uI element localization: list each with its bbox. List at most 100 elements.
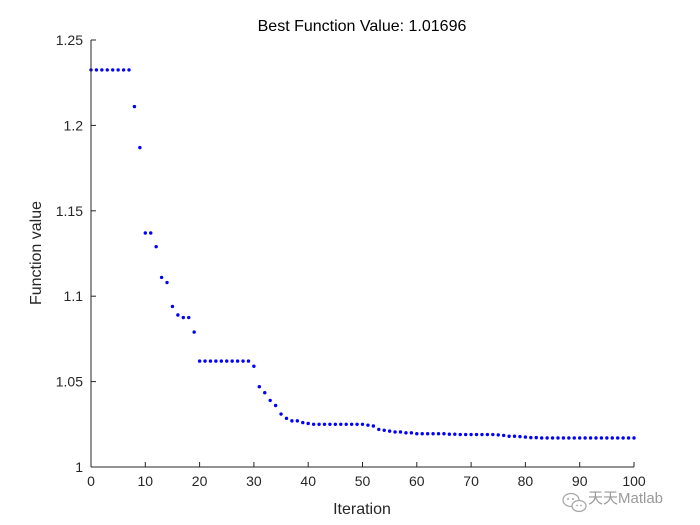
data-point — [393, 430, 397, 434]
data-point — [431, 431, 435, 436]
plot-area — [91, 40, 634, 467]
data-point — [605, 436, 609, 440]
x-tick-label: 0 — [87, 473, 95, 489]
y-tick-label: 1.1 — [64, 288, 84, 304]
data-point — [556, 436, 560, 440]
data-point — [290, 419, 294, 423]
data-point — [458, 432, 462, 437]
data-point — [415, 431, 419, 436]
data-point — [387, 429, 392, 433]
data-point — [349, 422, 354, 426]
data-point — [257, 385, 262, 389]
x-tick-label: 90 — [572, 473, 588, 489]
data-point — [121, 68, 126, 72]
chart-title: Best Function Value: 1.01696 — [258, 18, 467, 35]
data-point — [447, 432, 452, 436]
data-point — [420, 431, 424, 436]
data-point — [100, 68, 104, 72]
data-point — [453, 432, 457, 436]
data-point — [241, 359, 245, 363]
data-point — [534, 435, 538, 440]
data-point — [94, 68, 99, 72]
data-points — [89, 68, 636, 440]
data-point — [404, 431, 408, 435]
data-point — [170, 304, 175, 309]
data-point — [480, 432, 484, 437]
data-point — [512, 434, 517, 438]
data-point — [425, 431, 430, 436]
data-point — [561, 436, 566, 440]
x-axis-label: Iteration — [333, 501, 391, 518]
y-axis-label: Function value — [28, 201, 45, 305]
data-point — [295, 419, 300, 423]
data-point — [322, 422, 327, 426]
data-point — [159, 275, 164, 280]
data-point — [197, 359, 202, 363]
data-point — [273, 403, 278, 408]
wechat-logo-icon — [562, 492, 587, 513]
data-point — [306, 421, 310, 426]
x-tick-label: 100 — [622, 473, 646, 489]
data-point — [279, 412, 283, 416]
data-point — [632, 436, 636, 440]
data-point — [594, 436, 598, 440]
data-point — [235, 359, 240, 363]
data-point — [501, 433, 506, 438]
y-tick-label: 1.05 — [56, 374, 83, 390]
watermark-text: 天天Matlab — [588, 490, 663, 507]
data-point — [507, 434, 511, 438]
data-point — [311, 422, 316, 426]
data-point — [572, 436, 576, 440]
data-point — [181, 315, 186, 320]
data-point — [518, 434, 522, 439]
x-tick-label: 30 — [246, 473, 262, 489]
y-tick-label: 1.2 — [64, 117, 84, 133]
y-tick-label: 1.25 — [56, 32, 83, 48]
data-point — [377, 427, 381, 432]
data-point — [588, 436, 593, 440]
data-point — [203, 359, 207, 363]
data-point — [469, 432, 473, 437]
data-point — [371, 424, 376, 428]
data-point — [539, 436, 544, 440]
y-tick-label: 1.15 — [56, 203, 83, 219]
data-point — [583, 436, 587, 440]
data-point — [442, 431, 446, 436]
data-point — [578, 436, 582, 440]
x-tick-label: 80 — [518, 473, 534, 489]
data-point — [491, 432, 495, 437]
data-point — [143, 231, 147, 235]
data-point — [436, 431, 441, 436]
x-tick-label: 50 — [355, 473, 371, 489]
data-point — [333, 422, 338, 426]
data-point — [219, 359, 224, 363]
data-point — [344, 422, 348, 426]
x-tick-label: 70 — [463, 473, 479, 489]
data-point — [360, 422, 365, 426]
data-point — [474, 432, 479, 437]
data-point — [268, 398, 272, 403]
data-point — [409, 431, 414, 435]
data-point — [301, 420, 305, 425]
data-point — [616, 436, 620, 440]
data-point — [317, 422, 321, 426]
x-tick-label: 40 — [300, 473, 316, 489]
y-tick-label: 1 — [75, 459, 83, 475]
data-point — [246, 359, 251, 363]
tick-labels: 0 10 20 30 40 50 60 70 80 90 100 1 1.05 1.1 1.15 1.2 1.2… — [56, 32, 646, 489]
data-point — [230, 359, 234, 363]
data-point — [111, 68, 115, 72]
data-point — [339, 422, 343, 426]
data-point — [398, 430, 403, 434]
data-point — [463, 432, 468, 437]
data-point — [626, 436, 631, 440]
data-point — [225, 359, 229, 363]
data-point — [355, 422, 359, 426]
data-point — [149, 231, 153, 235]
watermark: 天天Matlab — [562, 490, 663, 513]
x-tick-label: 20 — [192, 473, 208, 489]
data-point — [496, 433, 500, 437]
data-point — [116, 68, 120, 72]
data-point — [545, 436, 549, 440]
